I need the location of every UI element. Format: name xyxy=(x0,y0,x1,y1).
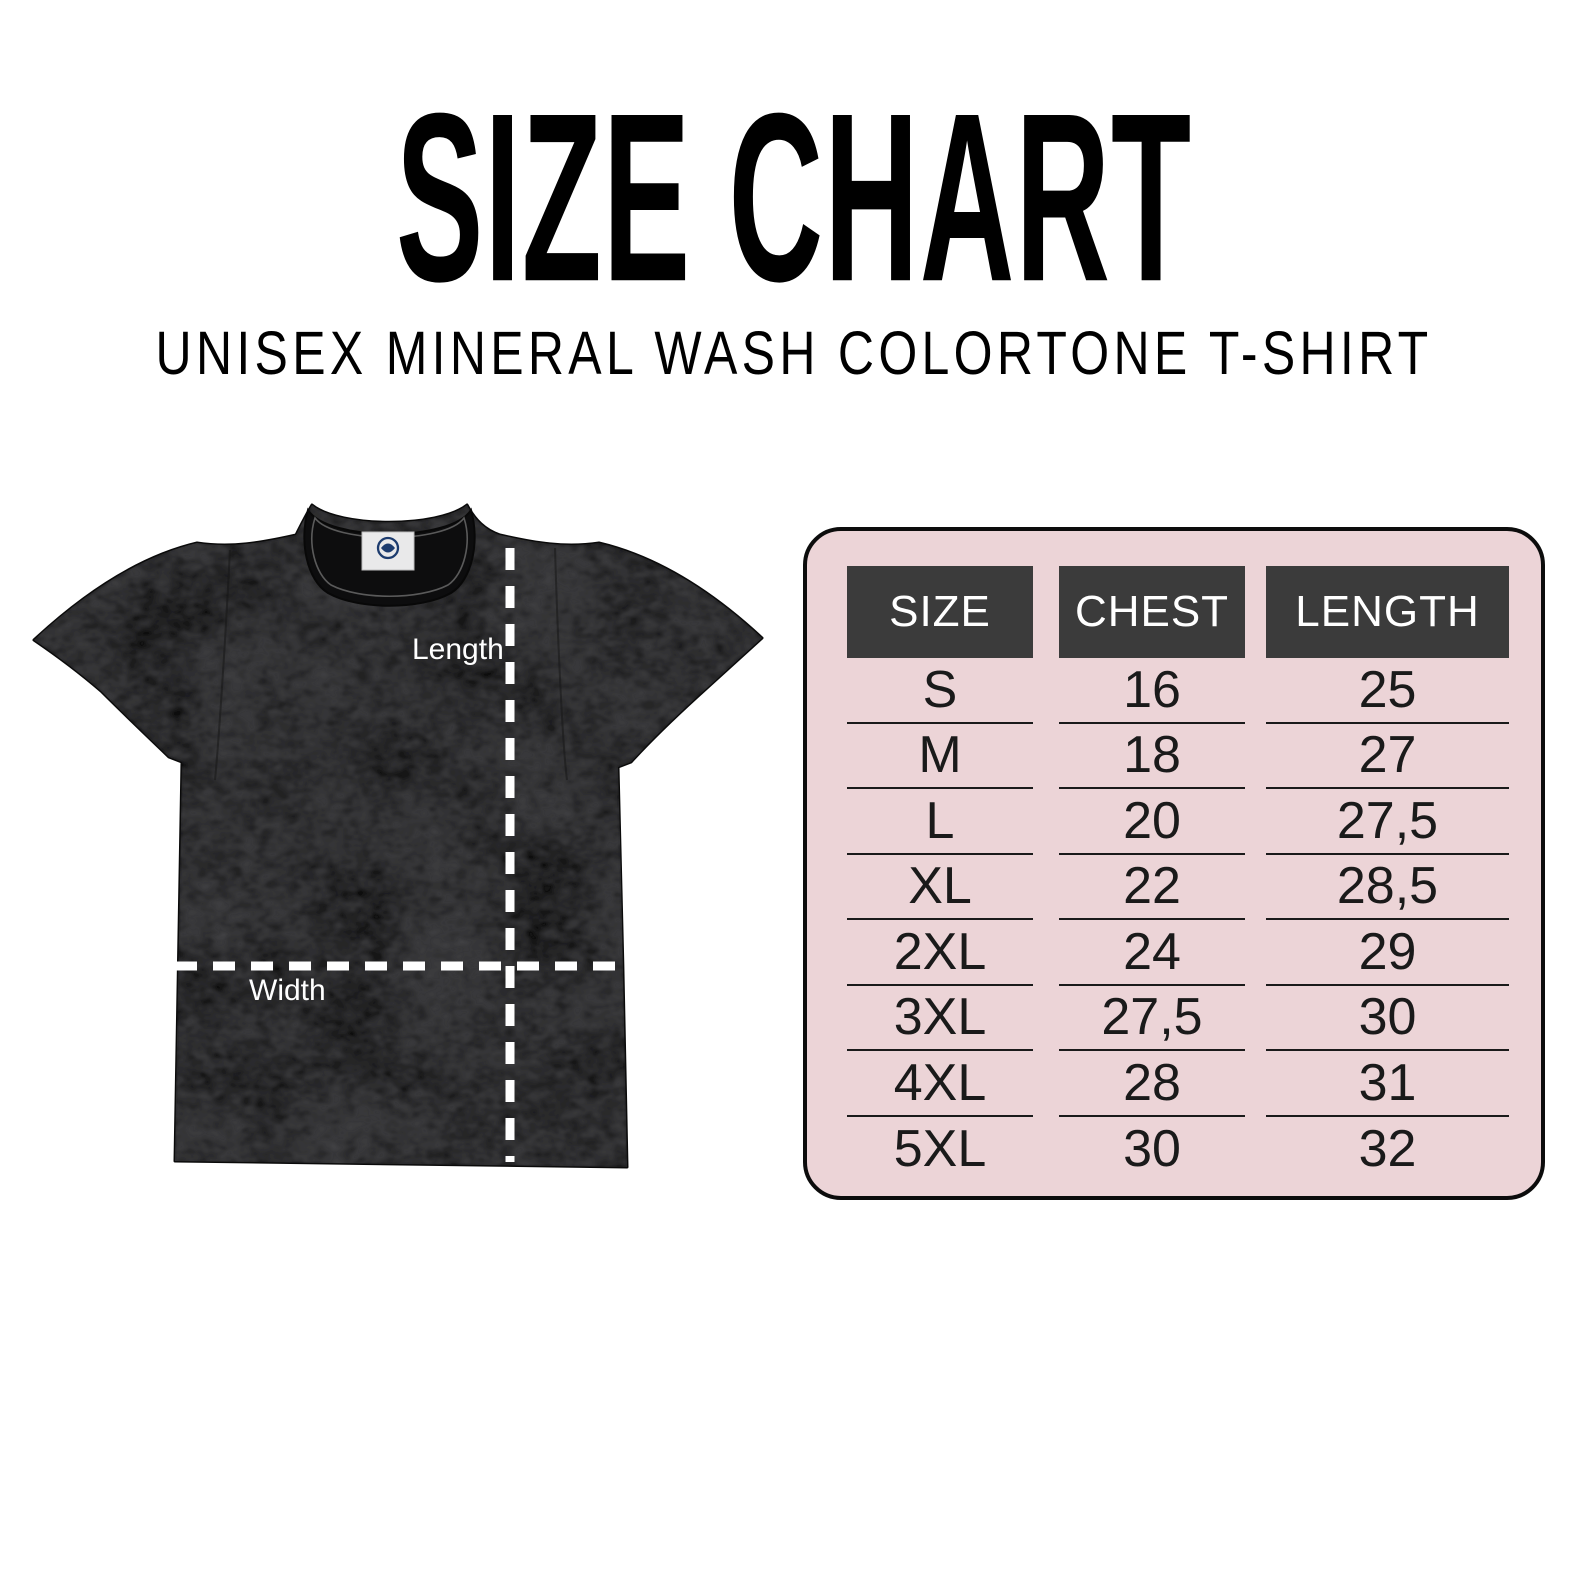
svg-text:Width: Width xyxy=(249,974,326,1007)
svg-text:Length: Length xyxy=(412,633,504,666)
